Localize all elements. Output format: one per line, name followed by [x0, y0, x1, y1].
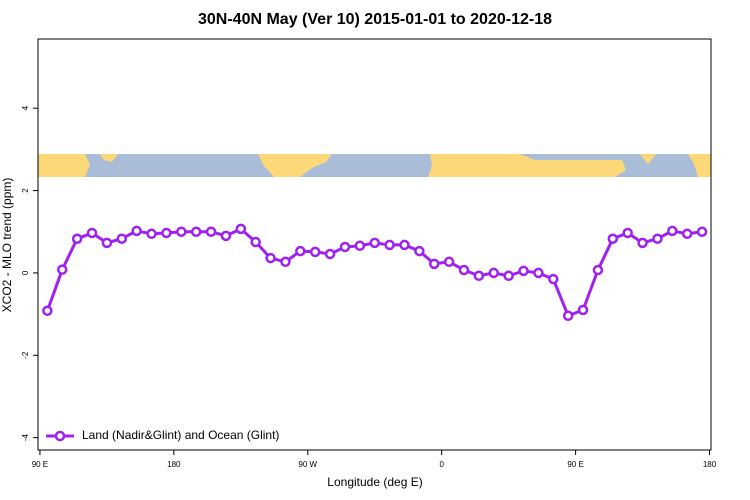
plot-frame: [37, 38, 712, 451]
point: [57, 264, 68, 275]
point: [607, 233, 619, 244]
point: [295, 245, 306, 257]
point: [265, 252, 276, 264]
point: [667, 225, 678, 237]
x-tick-label: 180: [703, 460, 717, 469]
point: [562, 310, 574, 321]
point: [42, 305, 53, 317]
point: [577, 304, 589, 316]
map-strip: [38, 154, 711, 177]
x-tick-label: 90 E: [567, 460, 583, 469]
point: [220, 230, 232, 242]
point: [309, 246, 321, 258]
y-tick-label: 2: [21, 188, 30, 193]
point: [324, 248, 336, 260]
point: [250, 236, 261, 248]
y-tick-label: 0: [21, 270, 30, 275]
point: [518, 265, 529, 277]
x-tick-label: 90 W: [298, 460, 317, 469]
point: [681, 228, 693, 240]
point: [458, 264, 470, 276]
point: [428, 258, 440, 270]
point: [637, 237, 648, 249]
point: [101, 237, 113, 249]
point: [235, 223, 247, 235]
point: [488, 267, 500, 279]
point: [131, 225, 142, 237]
point: [652, 233, 663, 244]
point: [443, 256, 455, 268]
y-axis-label: XCO2 - MLO trend (ppm): [0, 178, 14, 313]
point: [369, 237, 380, 249]
point: [86, 227, 98, 239]
point: [146, 228, 157, 240]
x-tick-label: 90 E: [32, 460, 48, 469]
chart-title: 30N-40N May (Ver 10) 2015-01-01 to 2020-…: [198, 11, 552, 28]
y-tick-label: -4: [21, 434, 30, 442]
point: [354, 240, 366, 251]
point: [414, 245, 425, 257]
point: [548, 273, 559, 285]
point: [161, 227, 172, 239]
x-tick-label: 0: [439, 460, 444, 469]
point: [592, 264, 604, 276]
point: [176, 226, 187, 237]
x-tick-label: 180: [167, 460, 181, 469]
point: [339, 241, 351, 253]
point: [399, 239, 410, 251]
point: [384, 239, 395, 251]
point: [190, 226, 202, 237]
point: [205, 226, 217, 237]
point: [71, 233, 83, 244]
legend-marker: [54, 430, 66, 442]
point: [696, 226, 708, 237]
point: [280, 256, 291, 268]
legend-label: Land (Nadir&Glint) and Ocean (Glint): [82, 428, 279, 442]
point: [503, 270, 514, 282]
point: [116, 233, 128, 244]
point: [473, 270, 485, 282]
point: [622, 227, 633, 239]
point: [533, 267, 544, 279]
y-tick-label: -2: [21, 351, 30, 359]
y-tick-label: 4: [21, 105, 30, 110]
x-axis-label: Longitude (deg E): [327, 475, 422, 489]
